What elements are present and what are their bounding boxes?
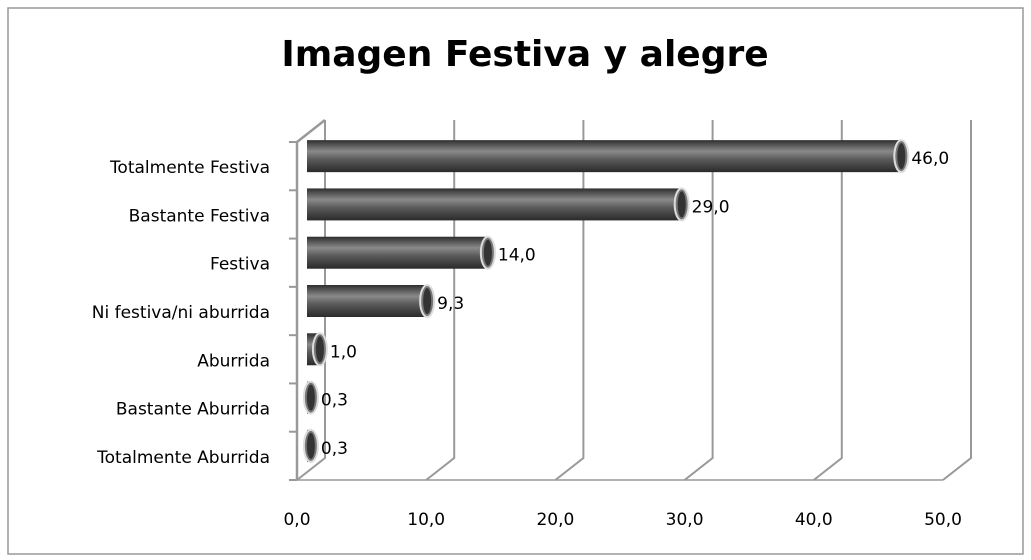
grid-line: [425, 120, 456, 481]
bar: [307, 188, 682, 221]
x-tick-label: 10,0: [407, 510, 445, 530]
bar-cap-inner: [897, 143, 906, 170]
value-label: 0,3: [321, 439, 348, 459]
value-label: 46,0: [911, 149, 949, 169]
x-tick-label: 0,0: [283, 510, 310, 530]
grid-line: [296, 120, 326, 481]
grid-line: [813, 120, 843, 481]
bar: [307, 285, 428, 317]
bar: [307, 140, 902, 173]
value-label: 9,3: [437, 294, 464, 314]
y-tick-label: Ni festiva/ni aburrida: [92, 303, 270, 323]
x-tick-label: 50,0: [924, 510, 962, 530]
value-label: 1,0: [330, 342, 357, 362]
y-tick-label: Totalmente Festiva: [109, 158, 270, 178]
x-tick-label: 20,0: [536, 510, 574, 530]
y-tick-label: Totalmente Aburrida: [96, 448, 270, 468]
bar-cap-inner: [423, 288, 432, 314]
bar-cap-inner: [483, 239, 492, 266]
bar-cap-inner: [315, 336, 324, 363]
grid-line: [942, 120, 972, 481]
grid-line: [683, 120, 714, 481]
y-tick-label: Aburrida: [197, 351, 270, 371]
value-label: 0,3: [321, 391, 348, 411]
bar: [307, 236, 488, 269]
value-label: 29,0: [692, 197, 730, 217]
value-label: 14,0: [498, 246, 536, 266]
y-tick-label: Bastante Aburrida: [116, 400, 270, 420]
bar-cap-inner: [306, 432, 315, 459]
grid-line: [554, 120, 585, 481]
bar-cap-inner: [306, 384, 315, 411]
chart-frame: [7, 7, 1024, 555]
x-tick-label: 30,0: [666, 510, 704, 530]
chart-title: Imagen Festiva y alegre: [281, 34, 768, 75]
y-tick-label: Bastante Festiva: [129, 206, 270, 226]
x-tick-label: 40,0: [795, 510, 833, 530]
bar-cap-inner: [677, 191, 686, 218]
y-tick-label: Festiva: [210, 255, 270, 275]
